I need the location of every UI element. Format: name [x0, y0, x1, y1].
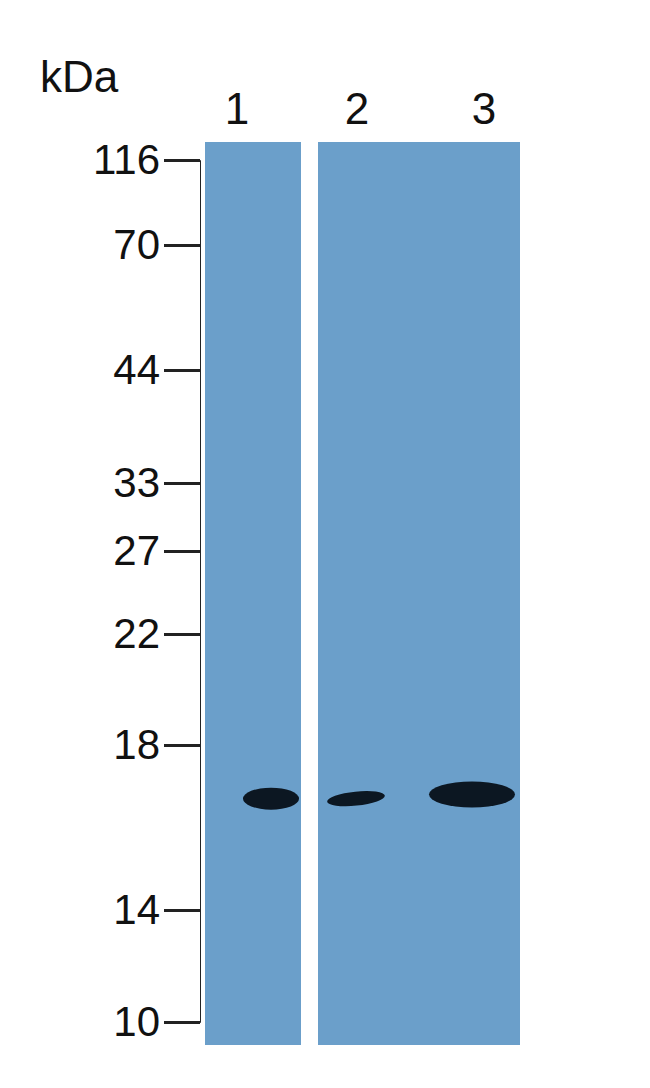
- lane-label: 1: [225, 84, 249, 133]
- tick-mark: [164, 482, 200, 485]
- lane-labels: 1 2 3: [225, 84, 496, 133]
- tick-mark: [164, 550, 200, 553]
- axis-line: [164, 161, 201, 1023]
- tick: 10: [113, 998, 200, 1045]
- tick-label: 10: [113, 998, 160, 1045]
- tick: 18: [113, 721, 200, 768]
- tick-label: 14: [113, 886, 160, 933]
- lane-label: 2: [345, 84, 369, 133]
- band: [243, 788, 299, 810]
- tick-label: 22: [113, 610, 160, 657]
- tick-label: 27: [113, 527, 160, 574]
- tick-mark: [164, 369, 200, 372]
- y-axis: 10 14 18 22 27 33 44 70 116: [93, 136, 200, 1045]
- tick-label: 70: [113, 221, 160, 268]
- band: [429, 782, 515, 808]
- axis-title: kDa: [40, 52, 119, 101]
- band: [326, 789, 385, 809]
- lane-label: 3: [472, 84, 496, 133]
- blot-panel: [205, 142, 301, 1045]
- tick-label: 18: [113, 721, 160, 768]
- tick: 44: [113, 346, 200, 393]
- tick-mark: [164, 909, 200, 912]
- blot-panel: [318, 142, 520, 1045]
- tick: 27: [113, 527, 200, 574]
- blot-panels: [205, 142, 520, 1045]
- tick: 70: [113, 221, 200, 268]
- tick: 22: [113, 610, 200, 657]
- tick-mark: [164, 744, 200, 747]
- tick: 33: [113, 459, 200, 506]
- tick-label: 44: [113, 346, 160, 393]
- tick-label: 116: [93, 136, 160, 183]
- tick-mark: [164, 244, 200, 247]
- tick-mark: [164, 633, 200, 636]
- tick-label: 33: [113, 459, 160, 506]
- tick-mark: [164, 159, 200, 162]
- figure: 10 14 18 22 27 33 44 70 116 kDa 1 2 3: [0, 0, 650, 1088]
- bands: [243, 782, 515, 810]
- tick-mark: [164, 1021, 200, 1024]
- tick: 14: [113, 886, 200, 933]
- tick: 116: [93, 136, 200, 183]
